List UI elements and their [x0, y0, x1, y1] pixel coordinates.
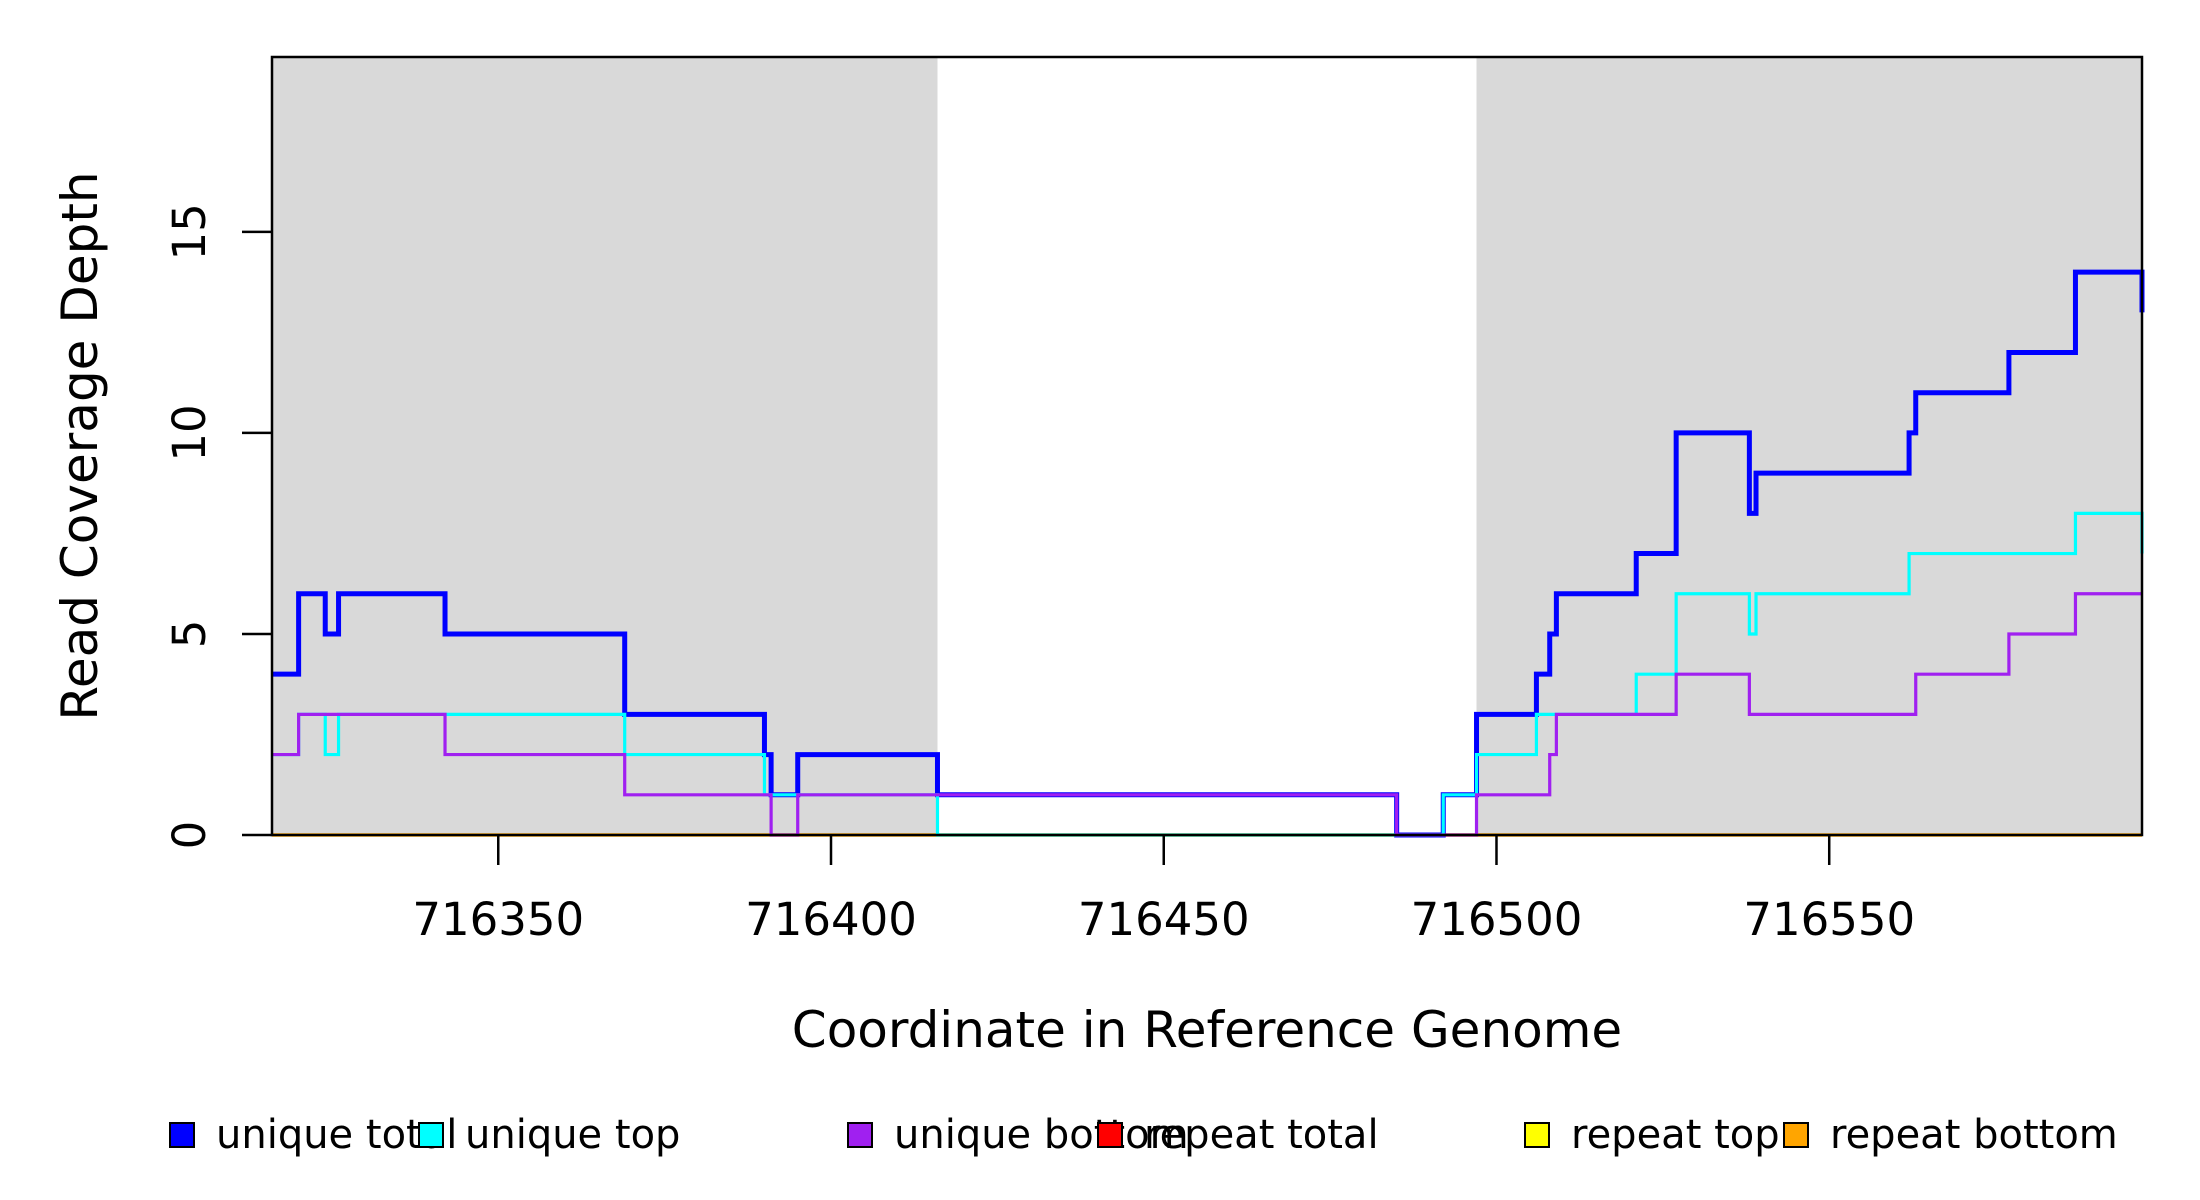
legend-item-repeat-bottom: repeat bottom [1783, 1112, 2118, 1158]
legend-label: repeat bottom [1830, 1112, 2118, 1158]
legend-swatch-unique-top [418, 1122, 444, 1148]
legend-label: repeat top [1571, 1112, 1780, 1158]
shaded-region [1476, 57, 2142, 835]
x-axis-title: Coordinate in Reference Genome [791, 1001, 1623, 1059]
y-tick-label: 0 [163, 821, 216, 850]
legend-item-unique-bottom: unique bottom [847, 1112, 1189, 1158]
shaded-region [272, 57, 938, 835]
legend-label: unique bottom [894, 1112, 1189, 1158]
legend-swatch-repeat-total [1097, 1122, 1123, 1148]
legend-label: unique total [216, 1112, 458, 1158]
legend-swatch-repeat-bottom [1783, 1122, 1809, 1148]
x-tick-label: 716400 [745, 893, 917, 946]
series-line-unique-top [272, 511, 2144, 837]
legend-item-unique-total: unique total [169, 1112, 457, 1158]
y-tick-label: 5 [163, 620, 216, 649]
x-tick-label: 716350 [412, 893, 584, 946]
legend-item-repeat-top: repeat top [1524, 1112, 1780, 1158]
y-axis-title: Read Coverage Depth [51, 171, 109, 721]
legend-item-unique-top: unique top [418, 1112, 680, 1158]
x-tick-label: 716450 [1078, 893, 1250, 946]
x-tick-label: 716500 [1411, 893, 1583, 946]
series-line-unique-bottom [272, 592, 2142, 837]
x-tick-label: 716550 [1743, 893, 1915, 946]
plot-border [270, 55, 2144, 837]
legend-swatch-repeat-top [1524, 1122, 1550, 1148]
legend-label: repeat total [1144, 1112, 1379, 1158]
y-tick-label: 15 [163, 203, 216, 260]
legend-swatch-unique-total [169, 1122, 195, 1148]
y-tick-label: 10 [163, 404, 216, 461]
legend-swatch-unique-bottom [847, 1122, 873, 1148]
series-line-unique-total [272, 269, 2145, 838]
legend-item-repeat-total: repeat total [1097, 1112, 1379, 1158]
legend-label: unique top [465, 1112, 681, 1158]
